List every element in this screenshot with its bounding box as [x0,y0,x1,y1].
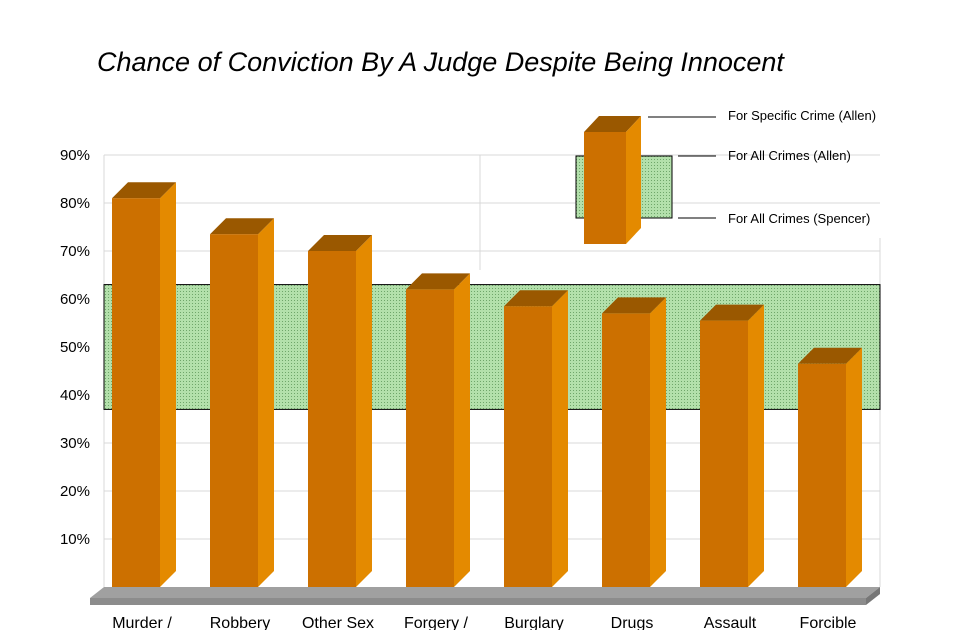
bar-front [602,313,650,587]
bar-side [454,273,470,587]
bar-top [700,304,764,321]
category-label: Burglary [504,615,564,630]
bar-side [552,290,568,587]
legend-bar-side [626,116,641,244]
bar [798,347,862,587]
y-tick-label: 80% [60,195,90,212]
bars-layer [112,182,862,587]
bar [406,273,470,587]
bar-side [748,304,764,587]
bar-side [356,235,372,587]
category-label: Murder / [112,615,172,630]
y-tick-label: 20% [60,483,90,500]
bar-top [112,182,176,199]
category-label: Assault [704,615,757,630]
bar-side [650,297,666,587]
legend-bar-front [584,132,626,244]
legend-label-all-allen: For All Crimes (Allen) [728,148,851,163]
bar-front [210,234,258,587]
legend-label-all-spencer: For All Crimes (Spencer) [728,211,870,226]
bar [602,297,666,587]
bar-front [112,198,160,587]
chart-floor-front [90,598,866,605]
bar-top [504,290,568,307]
legend-bar-top [584,116,641,132]
y-tick-label: 10% [60,531,90,548]
category-label: Drugs [611,615,654,630]
category-label: Other Sex [302,615,374,630]
bar-top [602,297,666,314]
y-tick-label: 60% [60,291,90,308]
y-tick-label: 70% [60,243,90,260]
bar-front [798,363,846,587]
bar-top [406,273,470,290]
bar-top [210,218,274,235]
bar-front [406,289,454,587]
chart-title: Chance of Conviction By A Judge Despite … [97,47,785,77]
bar-top [798,347,862,364]
y-tick-label: 40% [60,387,90,404]
bar-side [160,182,176,587]
category-label: Forcible [800,615,857,630]
bar-front [700,320,748,587]
bar [112,182,176,587]
bar [700,304,764,587]
legend-label-specific: For Specific Crime (Allen) [728,108,876,123]
bar [210,218,274,587]
x-axis-categories: Murder / Robbery Other Sex Forgery / Burglar… [112,615,856,630]
bar [308,235,372,587]
category-label: Forgery / [404,615,469,630]
bar-front [504,306,552,587]
bar-top [308,235,372,251]
bar-side [846,347,862,587]
chart-floor-side [866,587,880,605]
y-tick-label: 90% [60,147,90,164]
bar [504,290,568,587]
category-label: Robbery [210,615,270,630]
chart-floor-top [90,587,880,598]
legend: For Specific Crime (Allen) For All Crime… [575,108,876,244]
y-tick-label: 30% [60,435,90,452]
bar-side [258,218,274,587]
bar-front [308,251,356,587]
y-tick-label: 50% [60,339,90,356]
y-axis-ticks: 10% 20% 30% 40% 50% 60% 70% 80% 90% [60,147,90,548]
floor-layer [90,587,880,605]
